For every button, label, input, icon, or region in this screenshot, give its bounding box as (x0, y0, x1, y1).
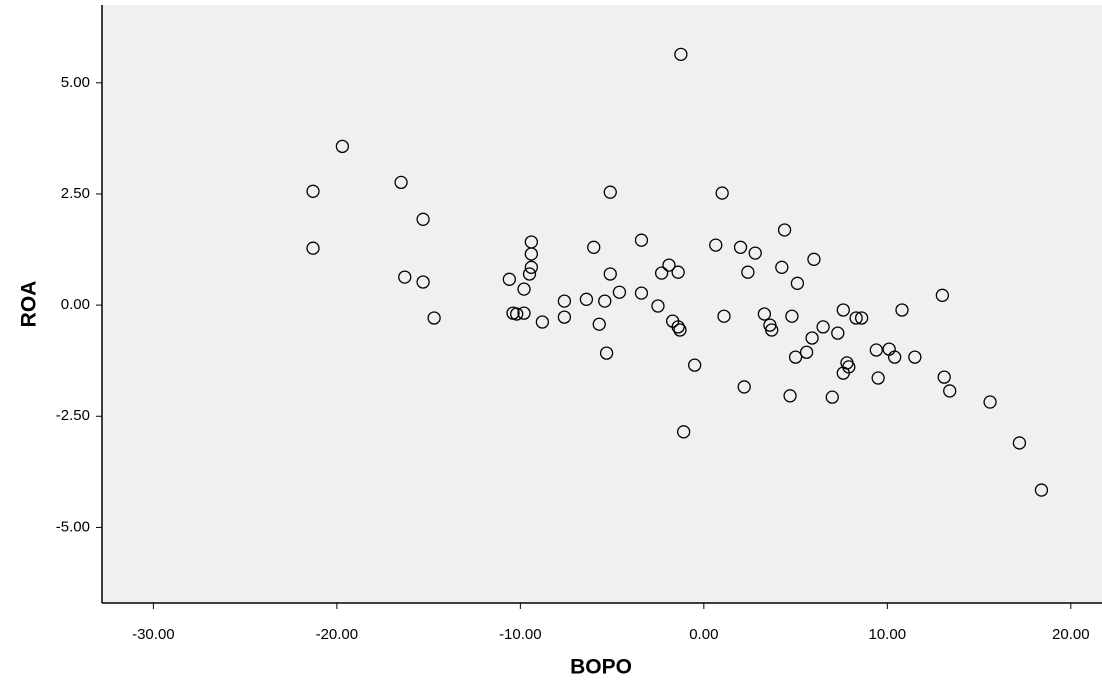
x-tick-label: -20.00 (316, 626, 359, 643)
point (943, 384, 957, 398)
point (895, 303, 909, 317)
x-tick-label: -30.00 (132, 626, 175, 643)
point (888, 350, 902, 364)
point (775, 260, 789, 274)
point (522, 267, 537, 281)
point (733, 240, 748, 254)
point (535, 315, 550, 329)
point (908, 350, 922, 364)
point (854, 311, 869, 325)
point (777, 223, 792, 237)
x-axis-title: BOPO (570, 656, 632, 679)
point (765, 323, 779, 337)
point (807, 252, 821, 266)
point (598, 294, 612, 308)
point (715, 186, 729, 200)
point (502, 272, 516, 286)
point (748, 246, 762, 260)
point (869, 343, 883, 357)
x-tick-label: -10.00 (499, 626, 542, 643)
x-tick-label: 10.00 (869, 626, 907, 643)
y-tick-label: 2.50 (61, 185, 90, 202)
point (394, 175, 408, 190)
point (599, 346, 614, 360)
point (524, 260, 539, 274)
plot-area (102, 5, 1102, 603)
y-tick-label: -5.00 (56, 518, 90, 535)
point (398, 270, 412, 284)
point (757, 307, 772, 321)
x-tick-label: 0.00 (689, 626, 718, 643)
point (816, 320, 830, 334)
point (612, 285, 627, 299)
y-tick-label: 5.00 (61, 74, 90, 91)
point (517, 306, 531, 320)
point (634, 286, 649, 300)
point (805, 331, 819, 345)
point (335, 139, 350, 154)
point (1034, 483, 1049, 497)
point (937, 370, 951, 384)
point (592, 317, 606, 331)
point (673, 323, 687, 337)
point (557, 310, 572, 324)
point (688, 358, 702, 372)
point (517, 282, 531, 296)
point (603, 267, 617, 281)
point (524, 247, 539, 261)
point (788, 350, 803, 364)
point (557, 294, 572, 308)
point (785, 309, 799, 323)
point (674, 47, 688, 62)
point (510, 307, 524, 321)
point (416, 212, 430, 226)
point (783, 389, 797, 403)
point (717, 309, 731, 323)
point (651, 299, 665, 313)
point (836, 303, 850, 317)
point (799, 345, 814, 359)
point (416, 275, 430, 289)
point (579, 292, 594, 306)
point (935, 288, 950, 302)
point (306, 184, 320, 198)
point (1012, 436, 1027, 450)
point (587, 240, 601, 254)
point (603, 185, 617, 199)
point (709, 238, 723, 252)
point (842, 360, 856, 374)
point (737, 380, 751, 394)
point (825, 390, 839, 404)
point (306, 241, 320, 255)
point (983, 395, 997, 409)
point (831, 326, 845, 340)
point (871, 371, 885, 385)
point (427, 311, 441, 325)
y-tick-label: 0.00 (61, 296, 90, 313)
point (849, 311, 863, 325)
y-tick-label: -2.50 (56, 407, 90, 424)
point (634, 233, 649, 247)
point (662, 258, 676, 272)
point (671, 320, 685, 334)
y-axis-title: ROA (18, 281, 41, 328)
point (741, 265, 755, 279)
point (790, 276, 805, 290)
point (654, 266, 669, 280)
point (677, 425, 691, 439)
point (671, 265, 685, 279)
x-tick-label: 20.00 (1052, 626, 1090, 643)
